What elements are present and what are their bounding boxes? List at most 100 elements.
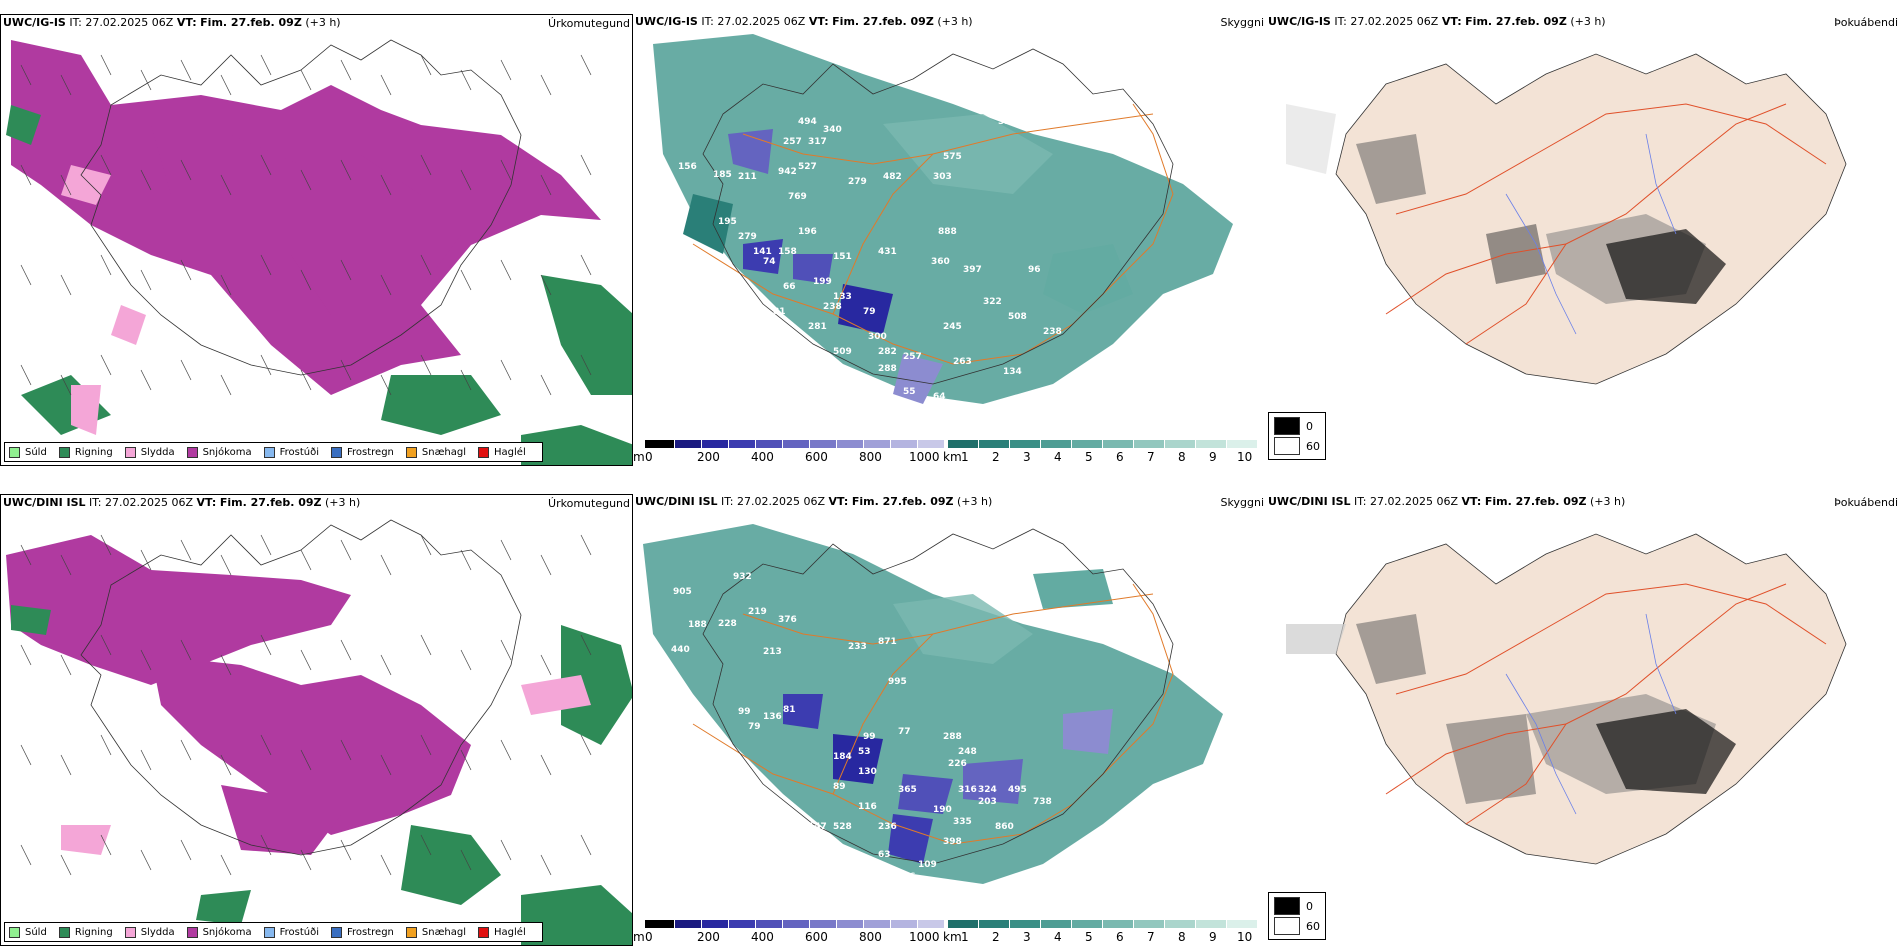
legend-item: Snjókoma [186, 926, 252, 938]
value-label: 335 [953, 817, 972, 827]
fog-legend: 0 60 [1268, 412, 1326, 460]
value-label: 300 [868, 332, 887, 342]
value-label: 63 [878, 850, 891, 860]
snow-areas [11, 40, 601, 395]
value-label: 942 [778, 167, 797, 177]
value-label: 158 [778, 247, 797, 257]
legend-item: 0 [1274, 417, 1320, 435]
value-label: 99 [863, 732, 876, 742]
rivers [1505, 133, 1677, 335]
value-label: 482 [883, 172, 902, 182]
legend-item: Frostregn [331, 926, 394, 938]
value-label: 317 [808, 137, 827, 147]
legend-item: 60 [1274, 437, 1320, 455]
panel-title: UWC/DINI ISL IT: 27.02.2025 06Z VT: Fim.… [1268, 495, 1626, 508]
value-label: 190 [933, 805, 952, 815]
panel-product-label: Þokuábendi [1834, 496, 1898, 509]
value-label: 53 [858, 747, 871, 757]
coastline [702, 48, 1174, 385]
legend-item: Snæhagl [405, 446, 466, 458]
panel-title: UWC/IG-IS IT: 27.02.2025 06Z VT: Fim. 27… [3, 16, 341, 29]
value-label: 199 [813, 277, 832, 287]
value-label: 188 [688, 620, 707, 630]
legend-item: Slydda [124, 926, 175, 938]
cloud-base-map-row1: 494 340 257 317 527 942 279 482 303 575 … [633, 14, 1266, 466]
value-label: 288 [943, 732, 962, 742]
value-label: 509 [833, 347, 852, 357]
panel-title: UWC/IG-IS IT: 27.02.2025 06Z VT: Fim. 27… [635, 15, 973, 28]
value-label: 527 [798, 162, 817, 172]
legend-item: Snæhagl [405, 926, 466, 938]
value-label: 109 [918, 860, 937, 870]
value-label: 89 [833, 782, 846, 792]
value-label: 233 [848, 642, 867, 652]
value-label: 147 [808, 822, 827, 832]
panel-product-label: Úrkomutegund [548, 497, 630, 510]
value-label: 79 [863, 307, 876, 317]
wind-barbs [20, 54, 592, 396]
value-label: 56 [903, 872, 916, 882]
value-label: 238 [823, 302, 842, 312]
land-area [1335, 53, 1847, 385]
value-label: 185 [713, 170, 732, 180]
legend-item: Snjókoma [186, 446, 252, 458]
panel-product-label: Úrkomutegund [548, 17, 630, 30]
fog-shading [1286, 614, 1736, 804]
panel-product-label: Skyggni [1220, 16, 1264, 29]
value-label: 228 [718, 619, 737, 629]
value-label: 769 [788, 192, 807, 202]
panel-product-label: Skyggni [1220, 496, 1264, 509]
legend-item: Frostúði [263, 446, 319, 458]
value-label: 133 [833, 292, 852, 302]
value-label: 871 [878, 637, 897, 647]
fog-legend: 0 60 [1268, 892, 1326, 940]
value-label: 279 [848, 177, 867, 187]
fog-map-svg [1286, 533, 1847, 865]
value-label: 558 [998, 117, 1017, 127]
value-label: 79 [748, 722, 761, 732]
value-label: 136 [763, 712, 782, 722]
value-label: 151 [833, 252, 852, 262]
legend-item: Súld [9, 446, 47, 458]
rivers [1505, 613, 1677, 815]
legend-item: Haglél [478, 446, 526, 458]
value-label: 431 [878, 247, 897, 257]
value-label: 738 [1033, 797, 1052, 807]
height-colorbar [645, 440, 945, 448]
value-label: 141 [753, 247, 772, 257]
value-label: 245 [943, 322, 962, 332]
legend-item: Súld [9, 926, 47, 938]
value-label: 303 [933, 172, 952, 182]
legend-item: Frostúði [263, 926, 319, 938]
land-area [1335, 533, 1847, 865]
value-label: 279 [738, 232, 757, 242]
value-label: 324 [978, 785, 997, 795]
precip-type-map-row1: UWC/IG-IS IT: 27.02.2025 06Z VT: Fim. 27… [0, 14, 633, 466]
value-label: 365 [898, 785, 917, 795]
value-label: 134 [1003, 367, 1022, 377]
value-label: 236 [878, 822, 897, 832]
value-label: 195 [718, 217, 737, 227]
value-label: 508 [1008, 312, 1027, 322]
roads [692, 103, 1174, 365]
sleet-areas [61, 165, 146, 435]
value-label: 66 [783, 282, 796, 292]
value-label: 398 [943, 837, 962, 847]
precip-type-legend: Súld Rigning Slydda Snjókoma Frostúði Fr… [4, 442, 543, 462]
precip-type-map-svg [6, 39, 632, 465]
roads [1385, 103, 1827, 345]
cloud-base-map-svg: 905 932 376 219 188 228 440 213 233 871 … [643, 524, 1227, 884]
value-label: 81 [783, 705, 796, 715]
roads [692, 583, 1174, 845]
fog-map-row1: UWC/IG-IS IT: 27.02.2025 06Z VT: Fim. 27… [1266, 14, 1900, 466]
fog-map-svg [1286, 53, 1847, 385]
value-label: 77 [898, 727, 911, 737]
precip-type-map-svg [6, 519, 632, 945]
legend-item: 0 [1274, 897, 1320, 915]
value-label: 184 [833, 752, 852, 762]
coastline [702, 528, 1174, 865]
cloud-base-values: 494 340 257 317 527 942 279 482 303 575 … [678, 117, 1062, 412]
value-label: 860 [995, 822, 1014, 832]
wind-barbs [20, 534, 592, 876]
snow-areas [6, 535, 471, 855]
